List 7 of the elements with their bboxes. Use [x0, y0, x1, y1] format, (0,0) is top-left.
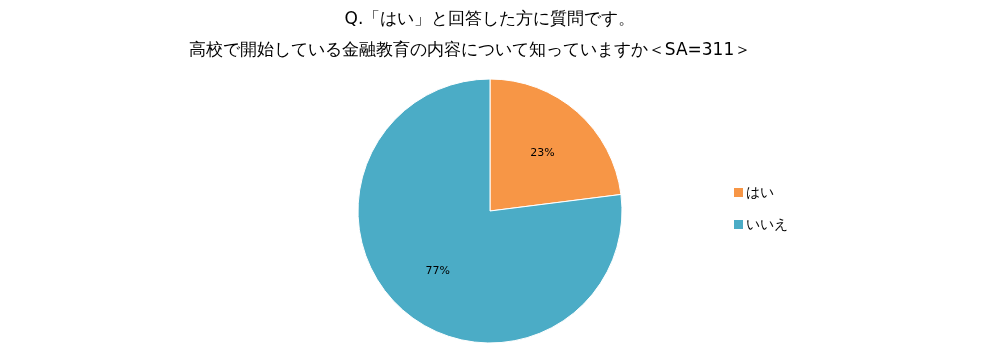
pie-slice [357, 78, 623, 344]
data-label: 77% [425, 264, 450, 278]
chart-title: Q.「はい」と回答した方に質問です。 [344, 8, 636, 28]
legend-label: いいえ [746, 216, 788, 232]
legend-label: はい [746, 184, 774, 200]
chart-subtitle: 高校で開始している金融教育の内容について知っていますか＜SA=311＞ [188, 39, 752, 59]
data-label: 23% [530, 145, 555, 159]
